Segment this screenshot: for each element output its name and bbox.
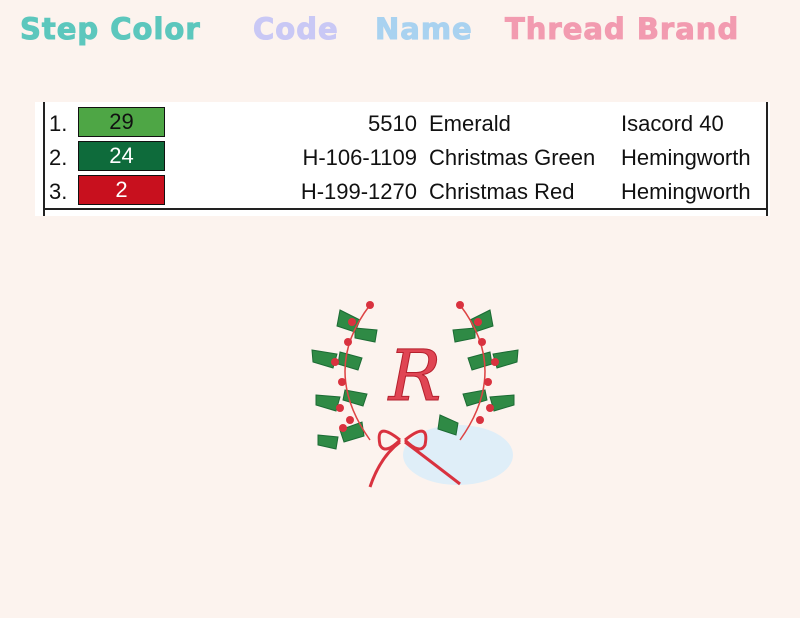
header-thread-brand: Thread Brand [504,12,740,47]
berries [331,301,499,432]
holly-leaves [311,309,519,450]
thread-color-table: 1. 29 5510 Emerald Isacord 40 2. 24 H-106… [35,102,770,216]
thread-name: Emerald [429,111,511,136]
thread-code: 5510 [368,111,417,136]
color-swatch: 2 [78,175,165,205]
step-number: 2. [49,145,68,170]
thread-brand: Hemingworth [621,145,751,170]
color-swatch: 24 [78,141,165,171]
thread-brand: Isacord 40 [621,111,724,136]
vines [344,304,486,441]
header-step-color: Step Color [20,12,201,47]
table-bottom-border [43,208,768,210]
ribbon-bow [368,429,461,488]
table-right-border [766,102,768,216]
thread-name: Christmas Green [429,145,596,170]
monogram-letter: R [387,335,442,417]
table-row: 2. 24 H-106-1109 Christmas Green Hemingw… [35,139,770,173]
step-number: 1. [49,111,68,136]
holly-wreath-monogram-icon: R [311,301,519,488]
table-row: 3. 2 H-199-1270 Christmas Red Hemingwort… [35,173,770,207]
thread-code: H-199-1270 [300,179,417,204]
header-name: Name [375,12,473,47]
color-swatch: 29 [78,107,165,137]
watermark-cloud [403,425,513,485]
header-code: Code [253,12,339,47]
thread-brand: Hemingworth [621,179,751,204]
thread-name: Christmas Red [429,179,575,204]
table-row: 1. 29 5510 Emerald Isacord 40 [35,105,770,139]
table-left-border [43,102,45,216]
thread-code: H-106-1109 [302,145,417,170]
step-number: 3. [49,179,68,204]
